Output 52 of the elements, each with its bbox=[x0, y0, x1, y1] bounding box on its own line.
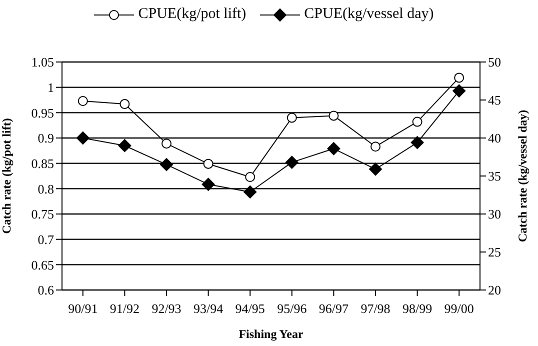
y-tick-label: 1.05 bbox=[31, 54, 54, 70]
x-tick-label: 98/99 bbox=[402, 301, 432, 316]
y-tick-label: 0.75 bbox=[31, 206, 54, 222]
x-tick-label: 96/97 bbox=[318, 301, 349, 316]
x-axis-title: Fishing Year bbox=[238, 327, 304, 341]
y2-tick-label: 25 bbox=[488, 244, 501, 260]
point bbox=[285, 156, 298, 169]
y2-axis-title: Catch rate (kg/vessel day) bbox=[515, 110, 530, 242]
y2-tick-label: 20 bbox=[488, 282, 501, 298]
x-tick-label: 97/98 bbox=[360, 301, 390, 316]
x-tick-label: 94/95 bbox=[235, 301, 265, 316]
point bbox=[118, 139, 132, 152]
y-tick-label: 0.6 bbox=[38, 282, 54, 298]
x-tick-label: 93/94 bbox=[193, 301, 224, 316]
y-tick-label: 0.95 bbox=[31, 105, 54, 120]
legend-label: CPUE(kg/pot lift) bbox=[138, 6, 246, 23]
x-tick-label: 91/92 bbox=[110, 301, 140, 316]
x-tick-label: 90/91 bbox=[68, 301, 98, 316]
point bbox=[245, 172, 256, 182]
y-tick-label: 0.9 bbox=[38, 130, 54, 146]
point bbox=[370, 142, 380, 152]
point bbox=[160, 158, 173, 172]
legend-label: CPUE(kg/vessel day) bbox=[304, 6, 434, 23]
point bbox=[286, 112, 297, 123]
point bbox=[202, 178, 215, 191]
x-tick-label: 99/00 bbox=[444, 301, 474, 316]
y-axis-title: Catch rate (kg/pot lift) bbox=[0, 118, 14, 234]
point bbox=[78, 96, 88, 106]
y-tick-label: 0.8 bbox=[38, 181, 54, 196]
y2-tick-label: 40 bbox=[488, 130, 501, 146]
y-tick-label: 0.65 bbox=[31, 257, 54, 272]
point bbox=[369, 162, 382, 176]
point bbox=[412, 116, 422, 127]
point bbox=[120, 99, 130, 110]
y-tick-label: 1 bbox=[48, 80, 54, 95]
y2-tick-label: 50 bbox=[488, 54, 501, 70]
y2-tick-label: 35 bbox=[488, 168, 501, 184]
y2-tick-label: 45 bbox=[488, 92, 501, 108]
point bbox=[327, 142, 340, 156]
point bbox=[203, 158, 214, 169]
point bbox=[452, 84, 466, 98]
y-tick-label: 0.7 bbox=[38, 232, 54, 247]
point bbox=[454, 72, 464, 83]
x-tick-label: 92/93 bbox=[152, 301, 182, 316]
point bbox=[162, 138, 172, 149]
point bbox=[76, 132, 90, 144]
y-tick-label: 0.85 bbox=[31, 156, 54, 171]
x-tick-label: 95/96 bbox=[277, 301, 308, 316]
point bbox=[328, 110, 339, 121]
point bbox=[244, 185, 257, 198]
y2-tick-label: 30 bbox=[488, 206, 501, 222]
point bbox=[410, 136, 424, 150]
